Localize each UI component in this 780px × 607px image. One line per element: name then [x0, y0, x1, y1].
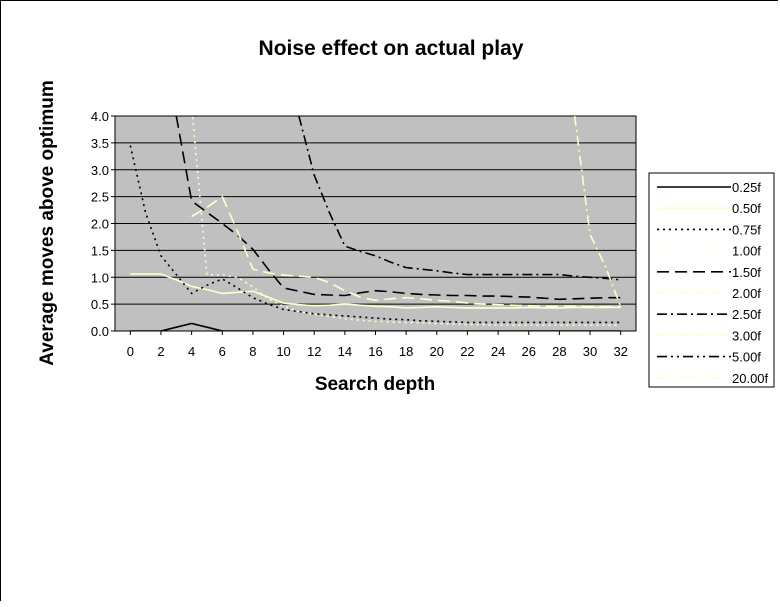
y-tick-label: 1.0 — [91, 270, 109, 285]
x-tick-label: 22 — [460, 344, 474, 359]
x-tick-label: 28 — [552, 344, 566, 359]
series-line-0-50f — [130, 273, 621, 309]
x-tick-label: 10 — [276, 344, 290, 359]
y-tick-label: 4.0 — [91, 109, 109, 124]
y-tick-label: 3.5 — [91, 136, 109, 151]
x-tick-label: 0 — [127, 344, 134, 359]
legend-label: 0.50f — [732, 201, 761, 216]
y-tick-label: 0.5 — [91, 297, 109, 312]
legend: 0.25f 0.50f 0.75f 1.00f 1.50f 2.00f 2.50f 3.00f… — [648, 172, 775, 388]
x-tick-label: 20 — [430, 344, 444, 359]
x-tick-label: 16 — [368, 344, 382, 359]
gridlines — [115, 115, 636, 305]
x-tick-label: 4 — [188, 344, 195, 359]
x-tick-label: 8 — [249, 344, 256, 359]
chart-title: Noise effect on actual play — [259, 37, 524, 60]
legend-label: 2.50f — [732, 307, 761, 322]
legend-label: 2.00f — [732, 286, 761, 301]
x-tick-label: 12 — [307, 344, 321, 359]
x-tick-label: 18 — [399, 344, 413, 359]
x-axis-ticks: 0 2 4 6 8 10 12 14 16 18 20 22 24 26 28 30 32 — [127, 331, 628, 359]
y-axis-label: Average moves above optimum — [37, 80, 58, 365]
legend-label: 20.00f — [732, 371, 769, 386]
x-tick-label: 14 — [338, 344, 352, 359]
legend-label: 1.00f — [732, 244, 761, 259]
x-tick-label: 2 — [157, 344, 164, 359]
x-tick-label: 30 — [583, 344, 597, 359]
y-tick-label: 2.5 — [91, 190, 109, 205]
legend-label: 1.50f — [732, 265, 761, 280]
series-line-2-00f — [191, 195, 621, 308]
y-tick-label: 2.0 — [91, 217, 109, 232]
y-tick-label: 3.0 — [91, 163, 109, 178]
x-axis-label: Search depth — [315, 374, 435, 395]
y-axis-ticks: 0.0 0.5 1.0 1.5 2.0 2.5 3.0 3.5 4.0 — [91, 109, 115, 339]
x-tick-label: 26 — [522, 344, 536, 359]
legend-label: 5.00f — [732, 350, 761, 365]
y-tick-label: 0.0 — [91, 324, 109, 339]
series-lines — [129, 116, 622, 331]
legend-label: 0.25f — [732, 180, 761, 195]
series-line-0-25f — [130, 322, 621, 331]
series-line-1-50f — [175, 116, 621, 301]
series-line-1-00f — [191, 116, 621, 326]
x-tick-label: 6 — [219, 344, 226, 359]
x-tick-label: 32 — [613, 344, 627, 359]
x-tick-label: 24 — [491, 344, 505, 359]
legend-label: 3.00f — [732, 328, 761, 343]
series-line-2-50f — [298, 116, 621, 281]
y-tick-label: 1.5 — [91, 243, 109, 258]
legend-label: 0.75f — [732, 222, 761, 237]
